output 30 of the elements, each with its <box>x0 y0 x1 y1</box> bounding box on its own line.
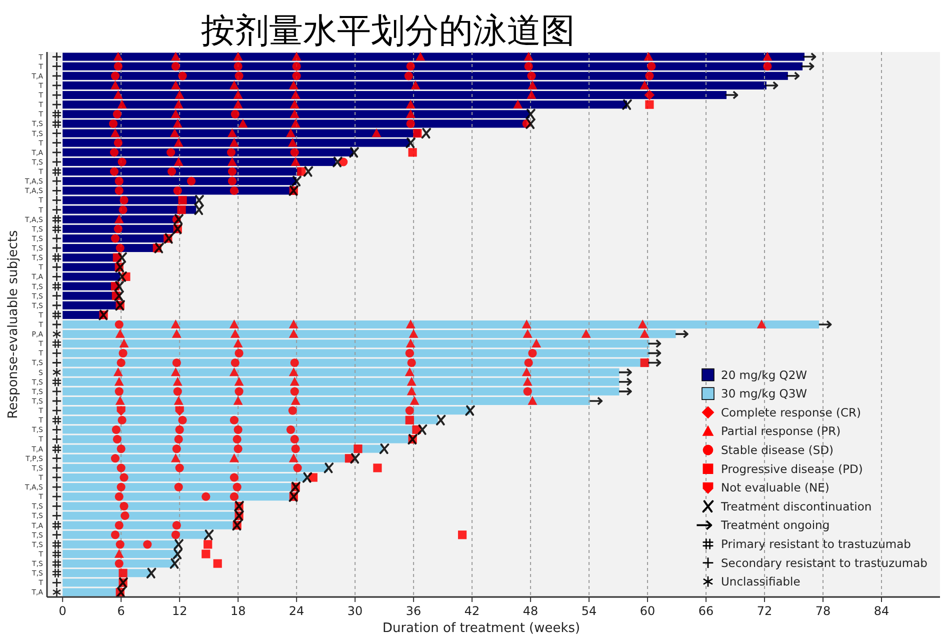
x-tick-label: 48 <box>522 604 538 618</box>
x-tick-label: 18 <box>230 604 246 618</box>
legend-label: Complete response (CR) <box>721 405 861 420</box>
legend-label: 30 mg/kg Q3W <box>721 386 808 401</box>
legend-label: Not evaluable (NE) <box>721 480 830 495</box>
legend-label: Treatment discontinuation <box>720 499 872 514</box>
x-tick-label: 72 <box>756 604 772 618</box>
x-tick-label: 66 <box>698 604 714 618</box>
x-tick-label: 84 <box>874 604 890 618</box>
x-tick-label: 36 <box>406 604 422 618</box>
x-tick-label: 42 <box>464 604 480 618</box>
legend-label: Primary resistant to trastuzumab <box>721 537 911 551</box>
legend-label: Partial response (PR) <box>721 424 841 438</box>
legend-label: Secondary resistant to trastuzumab <box>721 556 928 570</box>
x-tick-label: 6 <box>117 604 125 618</box>
x-tick-label: 24 <box>288 604 304 618</box>
x-tick-label: 12 <box>172 604 188 618</box>
x-tick-label: 30 <box>347 604 363 618</box>
legend-label: 20 mg/kg Q2W <box>721 368 808 382</box>
legend-label: Unclassifiable <box>721 574 800 589</box>
x-axis-title: Duration of treatment (weeks) <box>382 621 580 636</box>
chart-title: 按剂量水平划分的泳道图 <box>201 11 575 51</box>
legend-label: Treatment ongoing <box>720 518 830 532</box>
x-tick-label: 0 <box>58 604 66 618</box>
x-tick-label: 54 <box>581 604 597 618</box>
legend-label: Stable disease (SD) <box>721 443 834 457</box>
y-axis-title: Response-evaluable subjects <box>6 230 21 419</box>
x-tick-label: 60 <box>640 604 656 618</box>
x-tick-label: 78 <box>815 604 831 618</box>
legend-label: Progressive disease (PD) <box>721 462 863 476</box>
